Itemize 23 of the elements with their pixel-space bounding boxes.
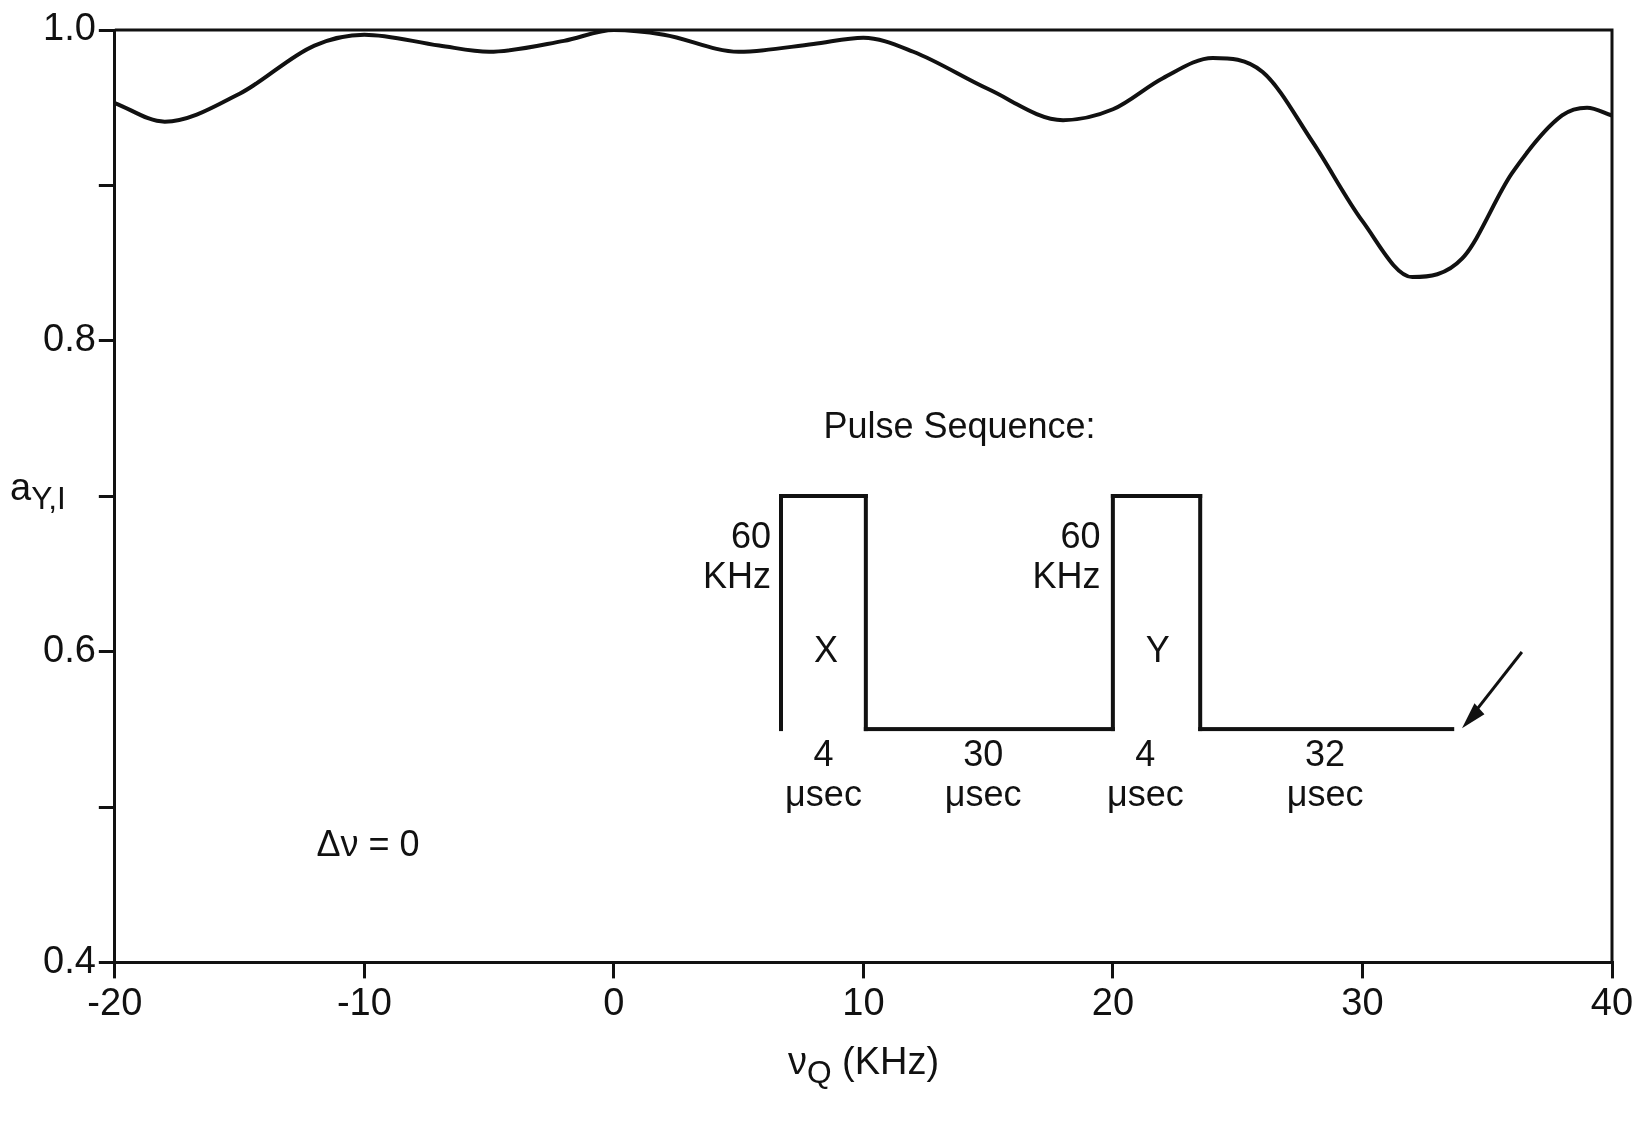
annotation: Δν = 0 <box>316 822 420 864</box>
annotation: Y <box>1145 628 1170 670</box>
annotation: 30 μsec <box>944 732 1022 814</box>
y-axis-title: a$_{Y,I}$ <box>10 466 66 517</box>
annotation: 4 μsec <box>1107 732 1184 814</box>
y-tick-label: 0.8 <box>43 317 96 360</box>
x-tick-label: -10 <box>336 980 392 1023</box>
annotation: Pulse Sequence: <box>823 404 1096 446</box>
x-axis-title: ν$_{Q}$ (KHz) <box>787 1040 940 1091</box>
annotation: 60 KHz <box>703 515 772 597</box>
text: 0.6 <box>43 628 96 671</box>
annotation: X <box>813 628 838 670</box>
x-tick-label: 20 <box>1091 980 1135 1023</box>
annotation: 4 μsec <box>785 732 862 814</box>
x-tick-label: 40 <box>1590 980 1634 1023</box>
y-tick-label: 0.4 <box>43 938 96 981</box>
x-tick-label: 10 <box>842 980 885 1023</box>
x-tick-label: -20 <box>87 980 143 1023</box>
annotation: 32 μsec <box>1286 732 1364 814</box>
x-tick-label: 30 <box>1341 980 1384 1023</box>
x-tick-label: 0 <box>603 980 625 1023</box>
y-tick-label: 1.0 <box>43 6 96 49</box>
annotation: 60 KHz <box>1032 515 1101 597</box>
